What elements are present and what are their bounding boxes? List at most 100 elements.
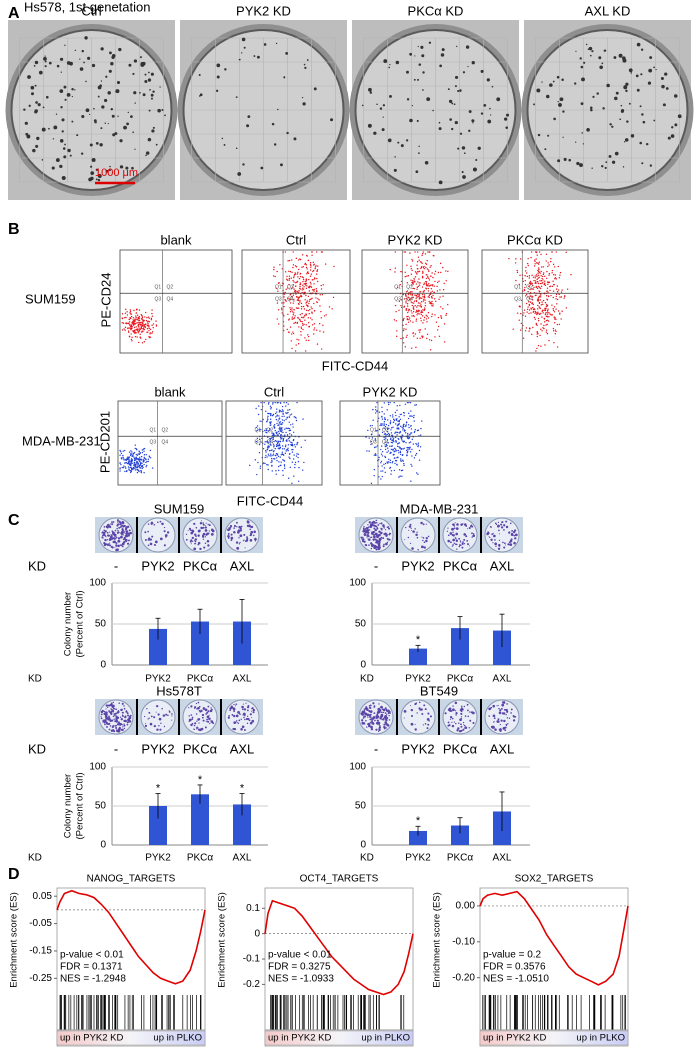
axis-label: FITC-CD44 bbox=[322, 358, 388, 373]
event-dot bbox=[417, 442, 420, 444]
event-dot bbox=[316, 280, 319, 283]
colony bbox=[383, 726, 386, 729]
colony bbox=[233, 721, 237, 724]
colony bbox=[204, 726, 207, 729]
colony bbox=[441, 48, 445, 52]
event-dot bbox=[406, 264, 408, 267]
event-dot bbox=[275, 416, 277, 418]
colony bbox=[367, 534, 369, 537]
event-dot bbox=[290, 340, 293, 342]
event-dot bbox=[134, 465, 136, 467]
event-dot bbox=[119, 467, 121, 469]
event-dot bbox=[120, 463, 122, 466]
quadrant-label: Q3 bbox=[150, 440, 157, 446]
event-dot bbox=[124, 317, 126, 319]
colony bbox=[109, 165, 111, 168]
event-dot bbox=[288, 428, 291, 430]
event-dot bbox=[392, 426, 394, 428]
colony bbox=[641, 162, 644, 165]
colony bbox=[653, 119, 656, 122]
colony bbox=[188, 715, 190, 717]
event-dot bbox=[273, 433, 275, 435]
colony bbox=[589, 106, 593, 110]
colony bbox=[590, 108, 593, 112]
event-dot bbox=[270, 455, 272, 457]
colony bbox=[233, 531, 236, 534]
colony bbox=[121, 724, 123, 726]
colony bbox=[100, 127, 103, 130]
event-dot bbox=[132, 317, 135, 319]
event-dot bbox=[124, 329, 126, 331]
event-dot bbox=[293, 444, 296, 446]
colony bbox=[110, 108, 113, 111]
colony bbox=[251, 716, 253, 718]
y-tick-label: -0.05 bbox=[29, 918, 52, 929]
event-dot bbox=[286, 448, 288, 451]
event-dot bbox=[140, 313, 142, 316]
event-dot bbox=[133, 456, 135, 458]
colony bbox=[449, 716, 453, 719]
colony bbox=[674, 94, 678, 98]
event-dot bbox=[431, 313, 433, 315]
colony bbox=[378, 531, 380, 533]
colony bbox=[451, 545, 453, 548]
event-dot bbox=[545, 305, 548, 307]
event-dot bbox=[426, 337, 428, 340]
event-dot bbox=[286, 439, 288, 441]
colony bbox=[492, 704, 496, 708]
colony bbox=[624, 138, 629, 142]
event-dot bbox=[524, 275, 526, 277]
colony bbox=[454, 537, 457, 539]
event-dot bbox=[392, 421, 395, 423]
event-dot bbox=[281, 410, 283, 413]
event-dot bbox=[281, 419, 284, 421]
event-dot bbox=[297, 276, 299, 278]
event-dot bbox=[137, 324, 139, 326]
event-dot bbox=[374, 453, 377, 455]
event-dot bbox=[524, 286, 526, 289]
event-dot bbox=[406, 454, 408, 457]
event-dot bbox=[137, 328, 139, 330]
colony bbox=[107, 723, 109, 726]
event-dot bbox=[144, 325, 146, 328]
event-dot bbox=[546, 304, 549, 307]
x-tick-label: PKCα bbox=[447, 853, 474, 864]
event-dot bbox=[295, 257, 298, 260]
event-dot bbox=[275, 432, 278, 435]
event-dot bbox=[310, 306, 312, 308]
colony bbox=[231, 713, 234, 716]
event-dot bbox=[292, 438, 295, 441]
colony bbox=[421, 54, 425, 58]
event-dot bbox=[303, 286, 305, 288]
colony bbox=[38, 70, 43, 75]
event-dot bbox=[125, 308, 127, 311]
colony bbox=[362, 527, 365, 529]
chart-title: NANOG_TARGETS bbox=[87, 874, 176, 885]
event-dot bbox=[404, 346, 407, 348]
event-dot bbox=[532, 311, 535, 313]
event-dot bbox=[276, 440, 278, 443]
event-dot bbox=[135, 316, 137, 319]
colony bbox=[87, 56, 91, 60]
event-dot bbox=[389, 268, 391, 271]
colony bbox=[206, 718, 209, 721]
colony bbox=[579, 57, 582, 60]
event-dot bbox=[540, 323, 542, 325]
colony bbox=[164, 114, 166, 117]
event-dot bbox=[526, 262, 529, 265]
colony bbox=[640, 73, 643, 76]
bar bbox=[149, 628, 167, 665]
colony bbox=[204, 536, 207, 538]
colony bbox=[447, 709, 450, 711]
colony bbox=[361, 721, 365, 725]
event-dot bbox=[258, 405, 260, 407]
colony bbox=[202, 523, 205, 526]
event-dot bbox=[415, 452, 418, 455]
event-dot bbox=[540, 345, 542, 347]
event-dot bbox=[518, 319, 520, 321]
event-dot bbox=[140, 317, 143, 320]
event-dot bbox=[121, 321, 123, 324]
event-dot bbox=[268, 428, 271, 430]
chart-title: Hs578T bbox=[156, 683, 202, 698]
colony bbox=[26, 134, 31, 139]
